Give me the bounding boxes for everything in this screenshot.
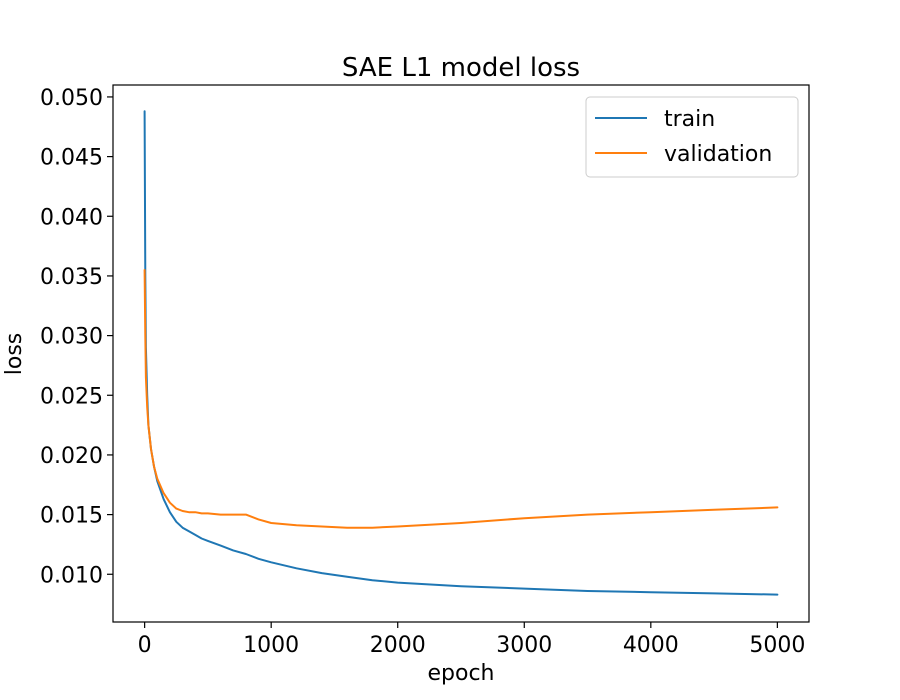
x-tick-label: 1000 xyxy=(243,633,299,658)
chart-title: SAE L1 model loss xyxy=(342,53,580,83)
y-tick-label: 0.025 xyxy=(40,384,103,409)
x-tick-label: 2000 xyxy=(370,633,426,658)
x-tick-label: 4000 xyxy=(623,633,679,658)
y-tick-label: 0.040 xyxy=(40,205,103,230)
x-axis: 0 1000 2000 3000 4000 5000 xyxy=(138,622,805,658)
y-tick-label: 0.015 xyxy=(40,504,103,529)
x-axis-label: epoch xyxy=(428,661,495,686)
x-tick-label: 0 xyxy=(138,633,152,658)
series-layer xyxy=(143,110,779,596)
plot-frame xyxy=(112,84,810,623)
y-tick-label: 0.020 xyxy=(40,444,103,469)
x-tick-label: 5000 xyxy=(749,633,805,658)
legend: train validation xyxy=(585,96,799,178)
y-tick-label: 0.045 xyxy=(40,146,103,171)
y-axis-label: loss xyxy=(2,333,27,376)
legend-label-validation: validation xyxy=(664,142,772,167)
y-tick-label: 0.010 xyxy=(40,563,103,588)
y-tick-label: 0.030 xyxy=(40,325,103,350)
y-axis: 0.010 0.015 0.020 0.025 0.030 0.035 0.040 0.045… xyxy=(40,86,113,588)
x-tick-label: 3000 xyxy=(496,633,552,658)
series-line-validation xyxy=(143,269,779,529)
y-tick-label: 0.050 xyxy=(40,86,103,111)
y-tick-label: 0.035 xyxy=(40,265,103,290)
legend-label-train: train xyxy=(664,107,715,132)
